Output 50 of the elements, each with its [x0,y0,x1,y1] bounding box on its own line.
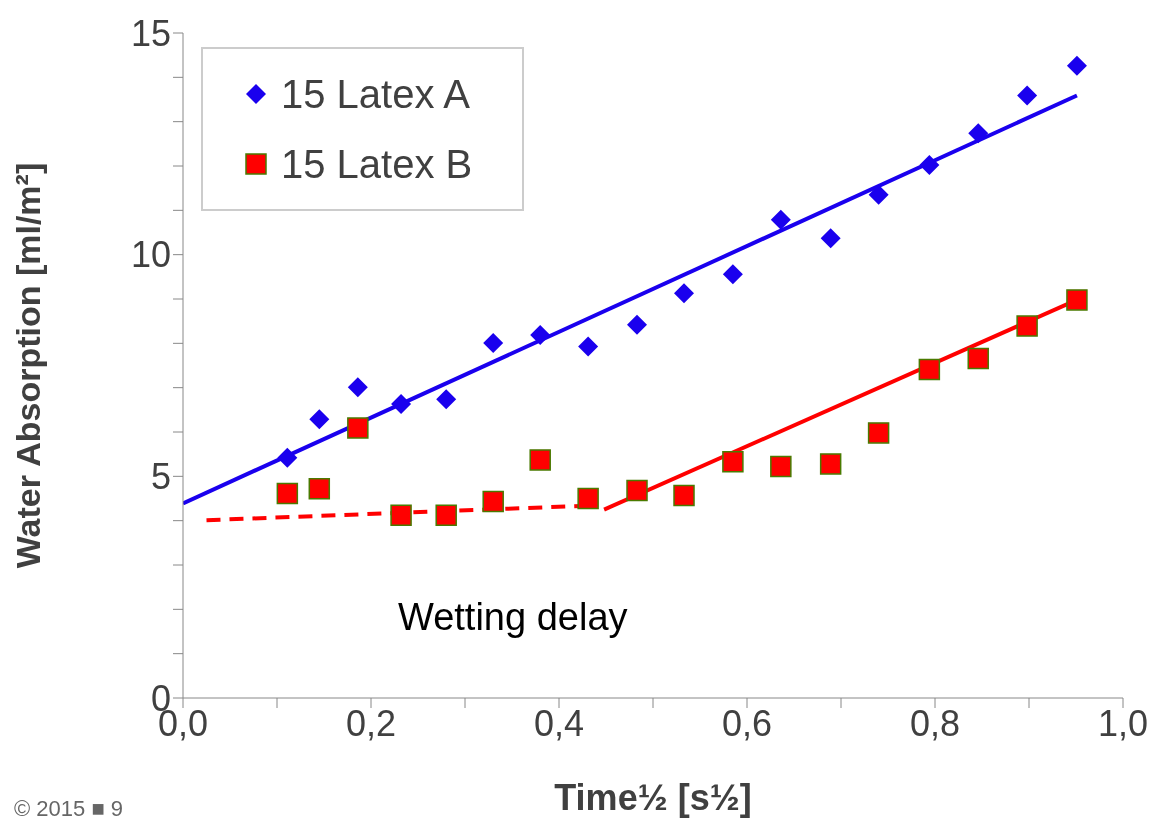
point [436,389,457,410]
point [867,422,890,444]
x-axis-title: Time½ [s½] [554,777,752,818]
point [967,347,989,370]
point [483,332,504,353]
x-tick-label: 0,2 [345,702,397,744]
x-tick-label: 0,8 [909,702,961,744]
x-tick-label: 1,0 [1097,702,1149,744]
point [868,184,889,205]
point [390,504,412,527]
point [578,336,599,357]
point [722,264,743,285]
point [820,228,841,249]
point [276,482,299,505]
y-tick-label: 5 [150,456,171,498]
y-tick-label: 10 [130,234,171,276]
point [1017,85,1038,106]
point [1016,315,1038,337]
point [819,453,842,475]
y-tick-label: 15 [130,12,171,54]
point [309,409,330,430]
point [577,487,599,510]
point [277,447,298,468]
x-tick-label: 0,6 [721,702,773,744]
x-tick-label: 0,4 [533,702,585,744]
point [918,358,941,381]
point [391,394,412,415]
point [435,504,457,527]
point [347,377,368,398]
point [674,283,695,304]
point [968,123,989,144]
y-axis-title: Water Absorption [ml/m²] [9,162,48,569]
point [722,450,744,473]
point [482,490,504,513]
point [529,449,551,471]
legend-label: 15 Latex A [281,71,471,118]
point [626,479,648,502]
point [347,417,369,439]
point [1066,55,1087,76]
point [530,324,551,345]
point [673,484,695,507]
legend-label: 15 Latex B [281,141,473,188]
text: © 2015 ■ 9 [14,796,124,822]
point [308,478,331,500]
annotation: Wetting delay [398,596,628,639]
point [919,155,940,176]
point [1066,289,1088,311]
point [770,455,792,478]
point [627,314,648,335]
point [770,209,791,230]
